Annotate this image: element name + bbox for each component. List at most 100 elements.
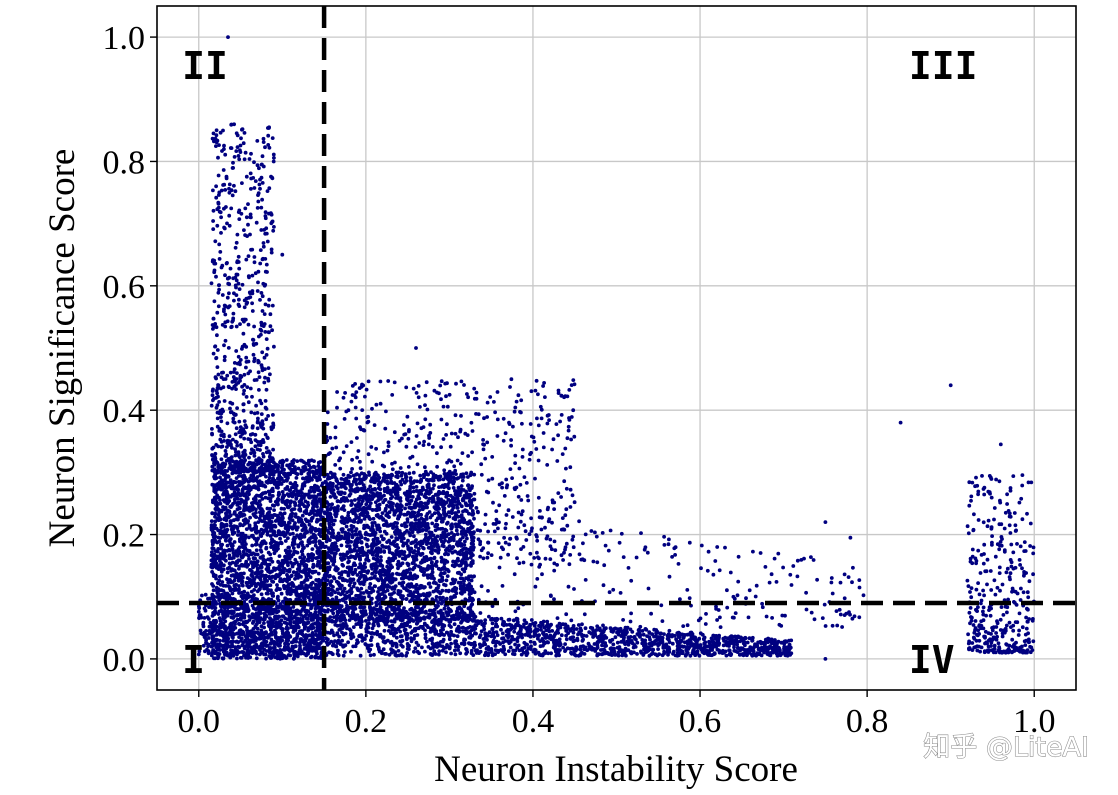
data-point xyxy=(294,476,299,480)
data-point xyxy=(427,591,432,596)
data-point xyxy=(451,475,456,480)
data-point xyxy=(346,572,351,577)
data-point xyxy=(362,477,366,482)
data-point xyxy=(224,511,228,516)
data-point xyxy=(256,536,260,541)
data-point xyxy=(238,523,243,528)
data-point xyxy=(232,497,237,502)
data-point xyxy=(327,574,332,579)
data-point xyxy=(297,503,302,508)
data-point xyxy=(378,605,383,610)
data-point xyxy=(228,519,233,524)
data-point xyxy=(411,470,416,475)
data-point xyxy=(440,566,445,571)
data-point xyxy=(387,592,392,597)
data-point xyxy=(314,586,319,590)
data-point xyxy=(211,584,216,588)
data-point xyxy=(306,519,311,524)
data-point xyxy=(357,498,362,503)
data-point xyxy=(253,476,258,481)
data-point xyxy=(263,495,268,500)
data-point xyxy=(220,531,225,536)
data-point xyxy=(270,579,274,583)
data-point xyxy=(358,512,363,517)
data-point xyxy=(329,506,333,510)
data-point xyxy=(420,485,425,490)
data-point xyxy=(442,571,446,576)
data-point xyxy=(262,483,266,488)
data-point xyxy=(237,564,242,569)
data-point xyxy=(466,578,471,582)
data-point xyxy=(217,616,222,620)
data-point xyxy=(316,571,321,576)
data-point xyxy=(301,586,306,591)
data-point xyxy=(316,555,321,559)
data-point xyxy=(412,590,417,594)
data-point xyxy=(384,606,389,611)
data-point xyxy=(376,593,381,598)
data-point xyxy=(262,514,267,519)
data-point xyxy=(278,563,283,567)
data-point xyxy=(427,608,432,613)
data-point xyxy=(377,601,382,606)
data-point xyxy=(225,570,230,575)
data-point xyxy=(308,494,313,499)
data-point xyxy=(285,573,289,577)
data-point xyxy=(389,472,394,477)
data-point xyxy=(316,596,320,600)
data-point xyxy=(282,585,287,590)
data-point xyxy=(418,503,423,508)
data-point xyxy=(221,567,226,572)
data-point xyxy=(258,503,263,507)
data-point xyxy=(279,506,284,511)
data-point xyxy=(293,588,298,593)
data-point xyxy=(409,598,414,602)
data-point xyxy=(217,574,222,579)
data-point xyxy=(315,501,319,506)
data-point xyxy=(277,490,281,495)
data-point xyxy=(406,575,411,579)
data-point xyxy=(422,617,427,621)
data-point xyxy=(222,516,227,521)
data-point xyxy=(366,569,371,574)
data-point xyxy=(397,487,402,491)
data-point xyxy=(237,500,242,505)
data-point xyxy=(373,574,377,578)
data-point xyxy=(302,495,306,500)
data-point xyxy=(230,484,235,488)
data-point xyxy=(418,565,423,570)
data-point xyxy=(424,555,429,559)
data-point xyxy=(359,535,364,540)
data-point xyxy=(427,510,432,514)
data-point xyxy=(254,530,259,535)
data-point xyxy=(251,533,255,538)
data-point xyxy=(216,587,221,591)
data-point xyxy=(455,532,460,536)
data-point xyxy=(259,480,264,485)
data-point xyxy=(426,564,431,568)
data-point xyxy=(209,519,214,523)
data-point xyxy=(469,470,474,475)
data-point xyxy=(299,470,304,474)
data-point xyxy=(341,598,346,603)
data-point xyxy=(327,567,332,572)
data-point xyxy=(280,499,285,504)
data-point xyxy=(346,560,350,565)
data-point xyxy=(372,584,377,588)
data-point xyxy=(284,656,288,660)
data-point xyxy=(437,610,441,615)
data-point xyxy=(265,586,269,590)
data-point xyxy=(218,536,223,540)
data-point xyxy=(421,573,426,577)
data-point xyxy=(213,534,218,539)
data-point xyxy=(432,483,436,488)
data-point xyxy=(303,499,308,504)
data-point xyxy=(209,558,214,563)
data-point xyxy=(463,501,468,506)
data-point xyxy=(237,584,241,588)
data-point xyxy=(215,591,220,595)
data-point xyxy=(310,558,315,563)
data-point xyxy=(362,505,366,510)
data-point xyxy=(301,522,306,527)
data-point xyxy=(224,484,228,489)
